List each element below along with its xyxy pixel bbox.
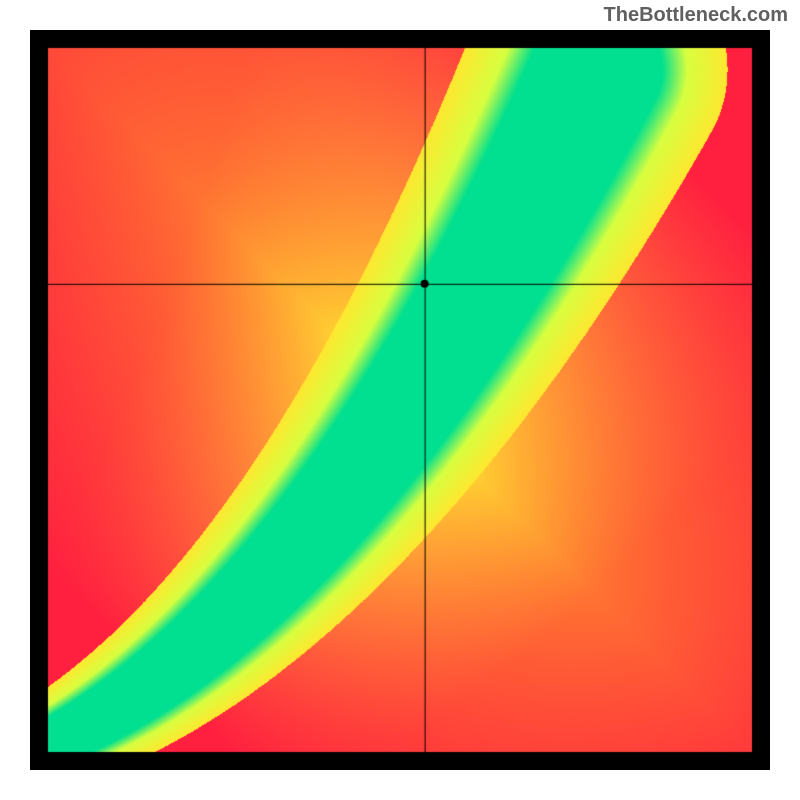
chart-frame [30,30,770,770]
watermark-text: TheBottleneck.com [604,4,788,27]
heatmap-canvas [30,30,770,770]
